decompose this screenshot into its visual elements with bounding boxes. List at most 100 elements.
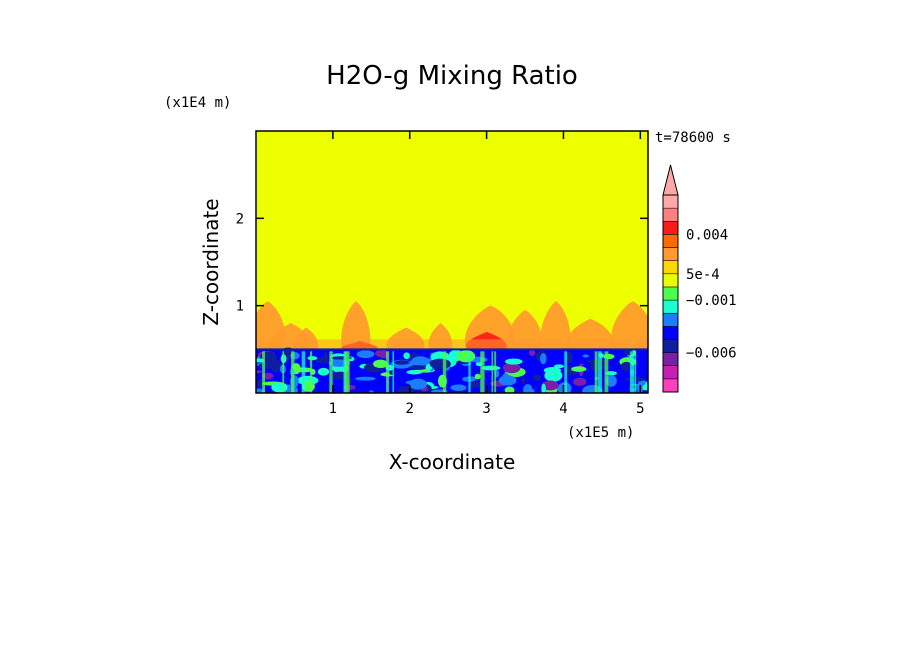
turbulence-eddy: [573, 377, 587, 386]
turbulence-eddy: [406, 369, 422, 375]
turbulence-eddy: [323, 351, 328, 363]
colorbar-labels: 0.004 5e-4 −0.001 −0.006: [686, 227, 737, 361]
updraft-streak: [468, 351, 471, 393]
turbulence-eddy: [409, 365, 428, 370]
updraft-streak: [629, 351, 635, 393]
colorbar-label: 0.004: [686, 227, 728, 243]
turbulence-eddy: [270, 359, 282, 373]
updraft-streak: [344, 351, 348, 393]
updraft-streak: [597, 351, 602, 393]
x-tick-label: 5: [636, 401, 644, 417]
colorbar-level: [662, 286, 679, 301]
y-tick-label: 2: [236, 211, 244, 227]
turbulence-eddy: [498, 375, 517, 386]
updraft-streak: [564, 351, 568, 393]
plot-area: [255, 130, 649, 394]
updraft-streak: [291, 351, 295, 393]
turbulence-eddy: [553, 364, 565, 369]
plume: [341, 301, 371, 350]
turbulence-eddy: [620, 361, 633, 372]
colorbar: [662, 164, 679, 393]
x-tick-label: 2: [406, 401, 414, 417]
turbulence-eddy: [450, 384, 467, 391]
colorbar-level: [662, 299, 679, 314]
turbulence-eddy: [532, 374, 542, 381]
updraft-streak: [282, 351, 285, 393]
colorbar-overflow-arrow: [662, 164, 679, 196]
updraft-streak: [594, 351, 598, 393]
y-tick-label: 1: [236, 299, 244, 315]
x-tick-label: 3: [482, 401, 490, 417]
field-group: [256, 131, 648, 393]
turbulence-eddy: [468, 381, 483, 388]
colorbar-level: [662, 365, 679, 380]
colorbar-level: [662, 312, 679, 327]
plume: [610, 301, 648, 350]
turbulence-eddy: [258, 362, 273, 370]
updraft-streak: [301, 351, 306, 393]
colorbar-level: [662, 352, 679, 366]
turbulence-eddy: [571, 366, 587, 372]
turbulence-eddy: [582, 354, 589, 358]
x-tick-label: 1: [329, 401, 337, 417]
turbulence-eddy: [411, 356, 430, 367]
turbulence-eddy: [374, 349, 388, 358]
turbulence-eddy: [256, 370, 263, 374]
colorbar-label: −0.001: [686, 293, 737, 309]
colorbar-level: [662, 221, 679, 235]
turbulence-eddy: [355, 376, 376, 381]
x-axis-label: X-coordinate: [389, 450, 516, 474]
y-axis-ticks: 1 2: [236, 211, 244, 314]
colorbar-level: [662, 326, 679, 340]
turbulence-eddy: [502, 362, 521, 374]
turbulence-eddy: [394, 360, 410, 365]
turbulence-eddy: [356, 350, 375, 359]
turbulence-eddy: [540, 353, 547, 365]
updraft-streak: [386, 351, 390, 393]
y-units-label: (x1E4 m): [164, 95, 231, 111]
updraft-streak: [262, 351, 266, 393]
turbulence-eddy: [582, 384, 603, 393]
updraft-streak: [491, 351, 494, 393]
updraft-streak: [309, 351, 313, 393]
colorbar-label: 5e-4: [686, 267, 720, 283]
updraft-streak: [392, 351, 395, 393]
colorbar-level: [662, 207, 679, 222]
colorbar-level: [662, 273, 679, 288]
colorbar-level: [662, 378, 679, 393]
turbulence-eddy: [523, 384, 533, 393]
colorbar-level: [662, 339, 679, 353]
x-tick-label: 4: [559, 401, 567, 417]
colorbar-label: −0.006: [686, 346, 737, 362]
time-label: t=78600 s: [655, 130, 731, 146]
turbulence-eddy: [429, 358, 451, 370]
turbulence-eddy: [544, 369, 563, 382]
updraft-streak: [634, 351, 637, 393]
turbulence-eddy: [541, 383, 546, 393]
turbulence-eddy: [605, 375, 617, 387]
updraft-streak: [494, 351, 497, 393]
turbulence-eddy: [530, 389, 535, 393]
turbulence-eddy: [271, 382, 288, 393]
turbulence-eddy: [505, 358, 523, 365]
updraft-streak: [329, 351, 333, 393]
updraft-streak: [604, 351, 609, 393]
chart-title: H2O-g Mixing Ratio: [326, 61, 578, 91]
turbulence-eddy: [373, 359, 389, 369]
colorbar-level: [662, 234, 679, 248]
colorbar-level: [662, 194, 679, 209]
turbulence-eddy: [566, 351, 573, 364]
plume: [540, 301, 571, 350]
x-units-label: (x1E5 m): [567, 425, 634, 441]
updraft-streak: [346, 351, 350, 393]
turbulence-eddy: [504, 386, 515, 393]
colorbar-level: [662, 247, 679, 261]
turbulence-eddy: [589, 362, 606, 371]
updraft-streak: [480, 351, 485, 393]
turbulence-eddy: [317, 367, 330, 376]
turbulence-eddy: [474, 373, 481, 380]
plot-frame: [255, 130, 649, 394]
turbulence-eddy: [307, 356, 318, 361]
turbulence-eddy: [529, 349, 536, 357]
